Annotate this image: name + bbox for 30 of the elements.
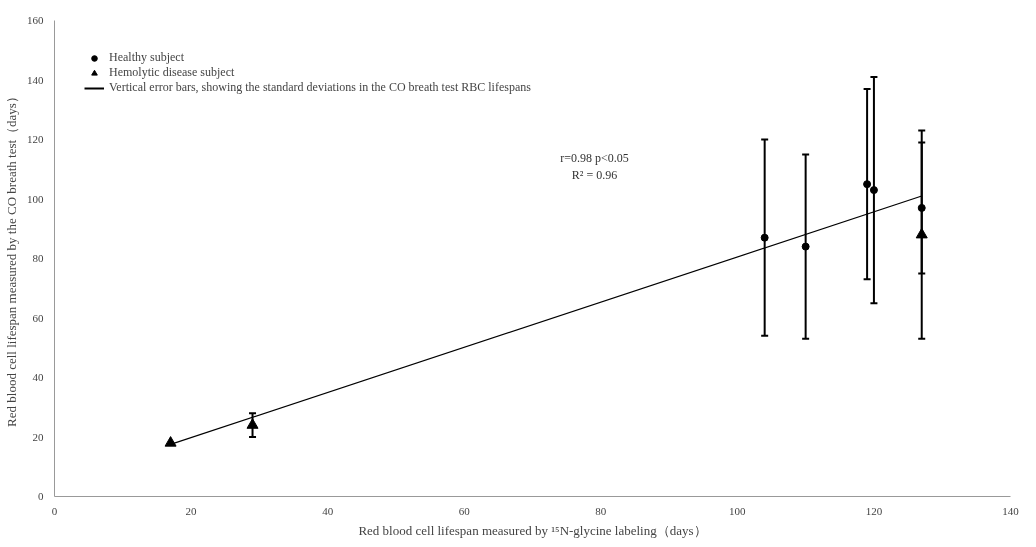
annotation: r=0.98 p<0.05 R² = 0.96 <box>560 151 629 182</box>
point <box>869 186 878 195</box>
y-tick-label: 100 <box>27 192 44 205</box>
y-axis-title: Red blood cell lifespan measured by the CO breath test（days） <box>4 90 19 427</box>
point <box>915 227 928 239</box>
x-tick-label: 120 <box>865 504 883 517</box>
y-tick-label: 80 <box>32 252 44 264</box>
y-tick-label: 40 <box>32 371 44 383</box>
legend-label: Hemolytic disease subject <box>109 65 235 80</box>
legend-label: Healthy subject <box>109 50 184 65</box>
x-tick-label: 80 <box>595 504 607 517</box>
point <box>863 180 872 189</box>
x-tick-label: 100 <box>729 504 747 517</box>
x-tick-label: 0 <box>51 504 58 517</box>
point <box>801 242 810 251</box>
x-tick-label: 140 <box>1002 504 1020 517</box>
x-tick-label: 40 <box>322 504 334 517</box>
x-tick-label: 20 <box>185 504 198 517</box>
annotation: Vertical error bars, showing the standard deviations in the CO breath test RBC lifespans <box>109 80 531 95</box>
y-tick-label: 20 <box>32 430 44 443</box>
point <box>246 418 259 429</box>
x-axis-title: Red blood cell lifespan measured by ¹⁵N-glycine labeling（days） <box>358 522 707 538</box>
y-tick-label: 120 <box>27 133 44 145</box>
y-tick-label: 60 <box>32 311 44 324</box>
point <box>164 436 177 447</box>
point <box>760 233 769 242</box>
x-tick-label: 60 <box>458 504 471 517</box>
y-tick-label: 160 <box>27 14 44 26</box>
y-tick-label: 0 <box>38 490 44 502</box>
y-tick-label: 140 <box>27 73 44 86</box>
